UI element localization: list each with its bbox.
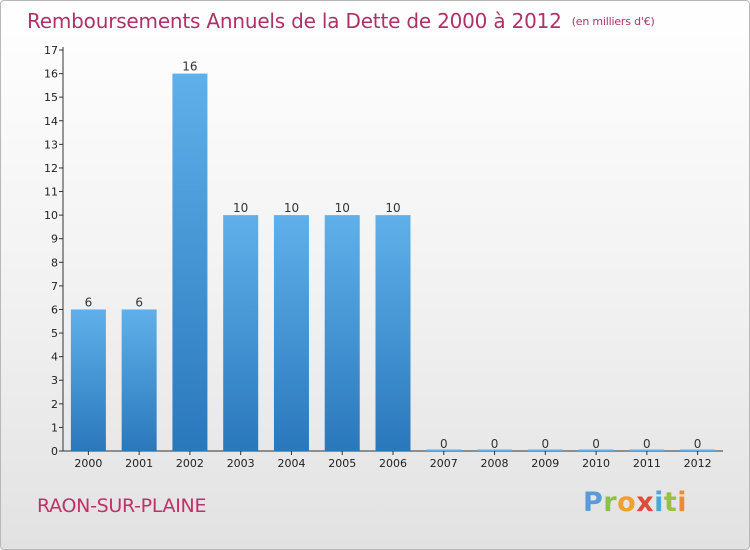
data-label-2010: 0 xyxy=(592,437,600,451)
y-tick-label: 1 xyxy=(51,421,58,434)
data-label-2005: 10 xyxy=(335,201,350,215)
data-label-2008: 0 xyxy=(491,437,499,451)
bar-2002 xyxy=(172,73,208,452)
y-tick-label: 6 xyxy=(51,303,58,316)
data-label-2012: 0 xyxy=(694,437,702,451)
x-tick-label: 2011 xyxy=(633,457,661,470)
y-tick-label: 8 xyxy=(51,256,58,269)
x-tick-label: 2010 xyxy=(582,457,610,470)
proxiti-logo: Proxiti xyxy=(583,487,688,518)
x-tick-label: 2007 xyxy=(430,457,458,470)
x-tick-label: 2012 xyxy=(684,457,712,470)
bar-2009 xyxy=(527,449,563,451)
y-tick-label: 16 xyxy=(44,68,58,81)
y-tick-label: 13 xyxy=(44,138,58,151)
bar-2006 xyxy=(375,215,411,451)
bar-2000 xyxy=(70,309,106,451)
chart-title-text: Remboursements Annuels de la Dette de 20… xyxy=(27,9,562,33)
x-tick-label: 2009 xyxy=(531,457,559,470)
x-tick-label: 2000 xyxy=(74,457,102,470)
y-tick-label: 11 xyxy=(44,186,58,199)
x-tick-label: 2008 xyxy=(481,457,509,470)
data-label-2000: 6 xyxy=(85,295,93,309)
y-tick-label: 7 xyxy=(51,280,58,293)
y-tick-label: 14 xyxy=(44,115,58,128)
chart-data-labels: 6 6 16 10 10 10 10 0 0 0 0 0 0 xyxy=(85,60,702,451)
y-tick-label: 0 xyxy=(51,445,58,458)
data-label-2007: 0 xyxy=(440,437,448,451)
bar-2007 xyxy=(426,449,462,451)
y-tick-label: 2 xyxy=(51,398,58,411)
y-tick-label: 17 xyxy=(44,44,58,57)
data-label-2004: 10 xyxy=(284,201,299,215)
data-label-2001: 6 xyxy=(135,295,143,309)
y-tick-label: 12 xyxy=(44,162,58,175)
bar-2012 xyxy=(680,449,716,451)
bar-2008 xyxy=(477,449,513,451)
x-tick-label: 2001 xyxy=(125,457,153,470)
y-tick-label: 10 xyxy=(44,209,58,222)
bar-2010 xyxy=(578,449,614,451)
chart-unit: (en milliers d'€) xyxy=(571,15,655,28)
y-tick-label: 5 xyxy=(51,327,58,340)
data-label-2011: 0 xyxy=(643,437,651,451)
x-tick-label: 2003 xyxy=(227,457,255,470)
y-tick-label: 15 xyxy=(44,91,58,104)
data-label-2009: 0 xyxy=(541,437,549,451)
x-tick-label: 2002 xyxy=(176,457,204,470)
chart-title: Remboursements Annuels de la Dette de 20… xyxy=(27,9,655,33)
data-label-2003: 10 xyxy=(233,201,248,215)
bar-2003 xyxy=(223,215,259,451)
x-tick-label: 2006 xyxy=(379,457,407,470)
y-tick-label: 3 xyxy=(51,374,58,387)
bar-2004 xyxy=(273,215,309,451)
bar-2011 xyxy=(629,449,665,451)
bar-2001 xyxy=(121,309,157,451)
y-tick-label: 4 xyxy=(51,351,58,364)
data-label-2002: 16 xyxy=(182,60,197,74)
bar-2005 xyxy=(324,215,360,451)
commune-name: RAON-SUR-PLAINE xyxy=(37,495,207,517)
data-label-2006: 10 xyxy=(385,201,400,215)
y-tick-label: 9 xyxy=(51,233,58,246)
chart-bars xyxy=(70,73,716,452)
x-tick-label: 2004 xyxy=(277,457,305,470)
x-tick-label: 2005 xyxy=(328,457,356,470)
